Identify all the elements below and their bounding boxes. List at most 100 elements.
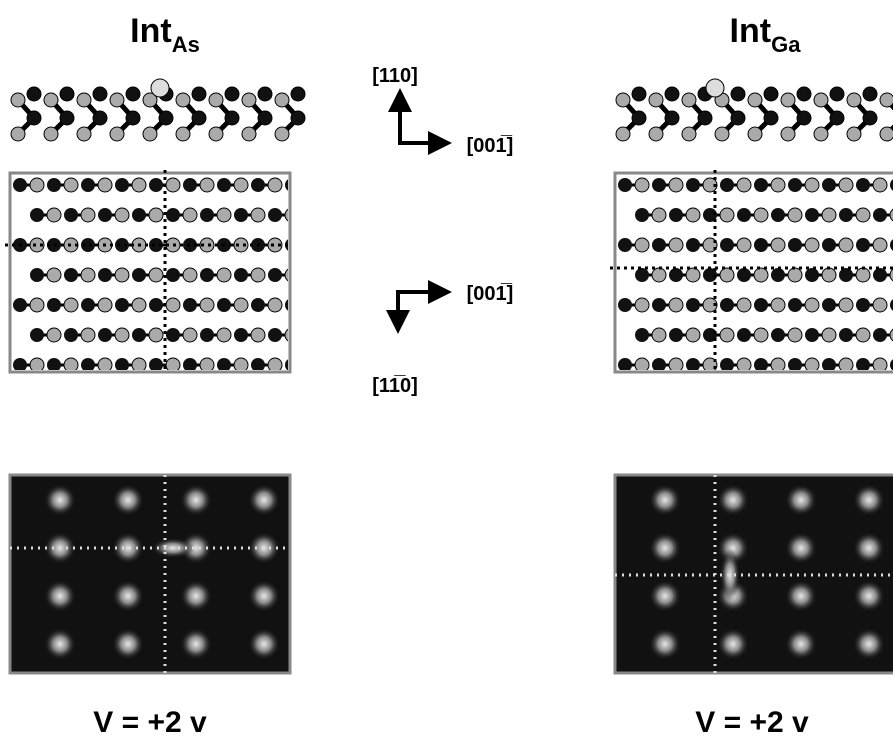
atom xyxy=(754,328,768,342)
atom xyxy=(686,298,700,312)
atom xyxy=(30,208,44,222)
atom xyxy=(98,328,112,342)
atom xyxy=(225,87,239,101)
atom xyxy=(302,328,316,342)
atom xyxy=(183,268,197,282)
atom xyxy=(748,93,762,107)
stm-spot xyxy=(853,580,885,612)
axes-top xyxy=(400,100,440,143)
atom xyxy=(183,328,197,342)
atom xyxy=(115,208,129,222)
atom xyxy=(64,178,78,192)
atom xyxy=(856,268,870,282)
atom xyxy=(805,298,819,312)
atom xyxy=(258,111,272,125)
atom xyxy=(618,238,632,252)
stm-spot xyxy=(785,484,817,516)
atom xyxy=(209,127,223,141)
atom xyxy=(847,93,861,107)
atom xyxy=(616,127,630,141)
atom xyxy=(47,298,61,312)
stm-spot xyxy=(248,628,280,660)
atom xyxy=(11,127,25,141)
atom xyxy=(149,178,163,192)
atom xyxy=(149,268,163,282)
atom xyxy=(618,358,632,372)
atom xyxy=(720,358,734,372)
atom xyxy=(720,268,734,282)
atom xyxy=(132,358,146,372)
atom xyxy=(64,208,78,222)
atom xyxy=(771,358,785,372)
atom xyxy=(166,298,180,312)
atom xyxy=(251,358,265,372)
stm-spot xyxy=(649,580,681,612)
atom xyxy=(192,111,206,125)
atom xyxy=(635,208,649,222)
atom xyxy=(863,87,877,101)
atom xyxy=(176,127,190,141)
atom xyxy=(217,178,231,192)
atom xyxy=(771,178,785,192)
atom xyxy=(856,328,870,342)
atom xyxy=(27,111,41,125)
atom xyxy=(652,298,666,312)
panel-title: IntGa xyxy=(730,12,802,57)
atom xyxy=(64,298,78,312)
atom xyxy=(166,358,180,372)
atom xyxy=(635,268,649,282)
atom xyxy=(115,328,129,342)
atom xyxy=(268,208,282,222)
atom xyxy=(873,238,887,252)
direction-label: [001̅] xyxy=(467,135,514,157)
atom xyxy=(635,358,649,372)
atom xyxy=(47,328,61,342)
atom xyxy=(616,93,630,107)
atom xyxy=(251,268,265,282)
atom xyxy=(737,298,751,312)
atom xyxy=(863,111,877,125)
atom xyxy=(302,268,316,282)
atom xyxy=(98,298,112,312)
atom xyxy=(771,208,785,222)
atom xyxy=(251,328,265,342)
atom xyxy=(781,93,795,107)
atom xyxy=(268,358,282,372)
atom xyxy=(234,178,248,192)
stm-spot xyxy=(853,628,885,660)
stm-spot xyxy=(44,628,76,660)
atom xyxy=(183,178,197,192)
atom xyxy=(781,127,795,141)
atom xyxy=(251,298,265,312)
atom xyxy=(737,328,751,342)
atom xyxy=(652,268,666,282)
atom xyxy=(166,328,180,342)
stm-spot xyxy=(112,484,144,516)
atom xyxy=(126,111,140,125)
direction-label: [001̅] xyxy=(467,283,514,305)
atom xyxy=(319,268,333,282)
atom xyxy=(686,358,700,372)
title-subscript: Ga xyxy=(771,32,801,57)
atom xyxy=(754,268,768,282)
atom xyxy=(47,208,61,222)
panel-title: IntAs xyxy=(130,12,200,57)
atom xyxy=(839,208,853,222)
atom xyxy=(285,328,299,342)
atom xyxy=(669,178,683,192)
atom xyxy=(797,111,811,125)
atom xyxy=(268,178,282,192)
atom xyxy=(873,328,887,342)
atom xyxy=(715,127,729,141)
stm-spot xyxy=(180,580,212,612)
atom xyxy=(183,208,197,222)
atom xyxy=(81,358,95,372)
atom xyxy=(652,208,666,222)
atom xyxy=(60,87,74,101)
atom xyxy=(737,178,751,192)
atom xyxy=(268,268,282,282)
atom xyxy=(788,268,802,282)
stm-spot xyxy=(785,580,817,612)
atom xyxy=(268,298,282,312)
atom xyxy=(805,178,819,192)
